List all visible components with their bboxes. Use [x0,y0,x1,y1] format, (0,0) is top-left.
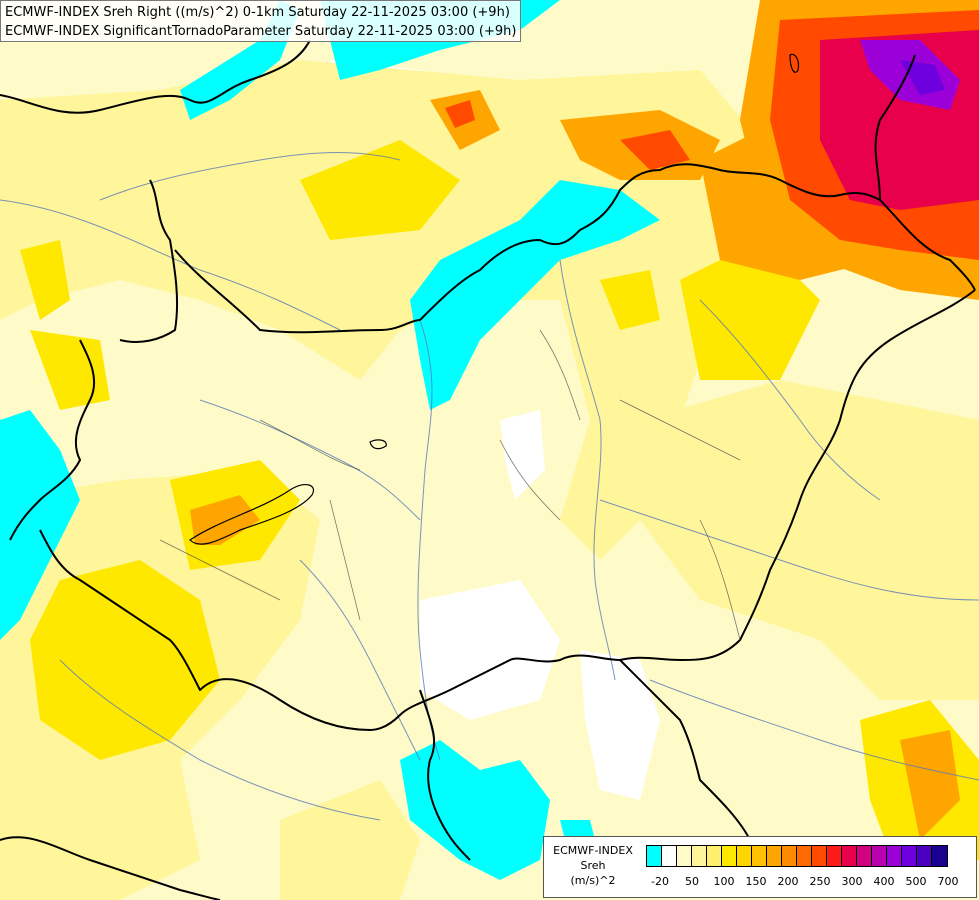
rivers [0,152,979,821]
legend-swatch [872,846,887,866]
legend-swatch [782,846,797,866]
legend-swatch [767,846,782,866]
legend-swatch [707,846,722,866]
legend-swatch [887,846,902,866]
color-legend: ECMWF-INDEX Sreh (m/s)^2 -20 50 100 150 200 2… [543,836,977,898]
legend-tick-label: 150 [745,875,767,888]
legend-tick-label: -20 [651,875,669,888]
legend-swatch [932,846,947,866]
legend-swatch [737,846,752,866]
map-title-line-1: ECMWF-INDEX Sreh Right ((m/s)^2) 0-1km S… [5,5,510,20]
legend-tick-label: 500 [905,875,927,888]
legend-swatch [827,846,842,866]
dark-purple-areas [900,60,945,95]
legend-tick-label: 250 [809,875,831,888]
legend-swatch [677,846,692,866]
legend-color-bar [646,845,948,867]
map-title-box: ECMWF-INDEX Sreh Right ((m/s)^2) 0-1km S… [0,0,521,42]
legend-tick-label: 50 [685,875,699,888]
lakes [189,53,800,545]
admin-borders [159,329,741,641]
legend-label-line-2: Sreh [580,859,606,872]
legend-swatch [662,846,677,866]
legend-swatch [902,846,917,866]
legend-tick-label: 700 [937,875,959,888]
legend-swatch [857,846,872,866]
legend-swatch [917,846,932,866]
map-title-line-2: ECMWF-INDEX SignificantTornadoParameter … [5,24,517,39]
country-borders [0,39,976,900]
legend-swatch [722,846,737,866]
legend-swatch [842,846,857,866]
legend-tick-label: 400 [873,875,895,888]
legend-label: ECMWF-INDEX Sreh (m/s)^2 [544,843,642,888]
legend-swatch [752,846,767,866]
legend-swatch [812,846,827,866]
legend-swatch [692,846,707,866]
legend-ticks: -20 50 100 150 200 250 300 400 500 700 [646,875,968,891]
legend-swatch [647,846,662,866]
legend-tick-label: 200 [777,875,799,888]
legend-tick-label: 300 [841,875,863,888]
legend-label-line-1: ECMWF-INDEX [553,844,633,857]
legend-swatch [797,846,812,866]
legend-tick-label: 100 [713,875,735,888]
legend-label-line-3: (m/s)^2 [570,874,616,887]
